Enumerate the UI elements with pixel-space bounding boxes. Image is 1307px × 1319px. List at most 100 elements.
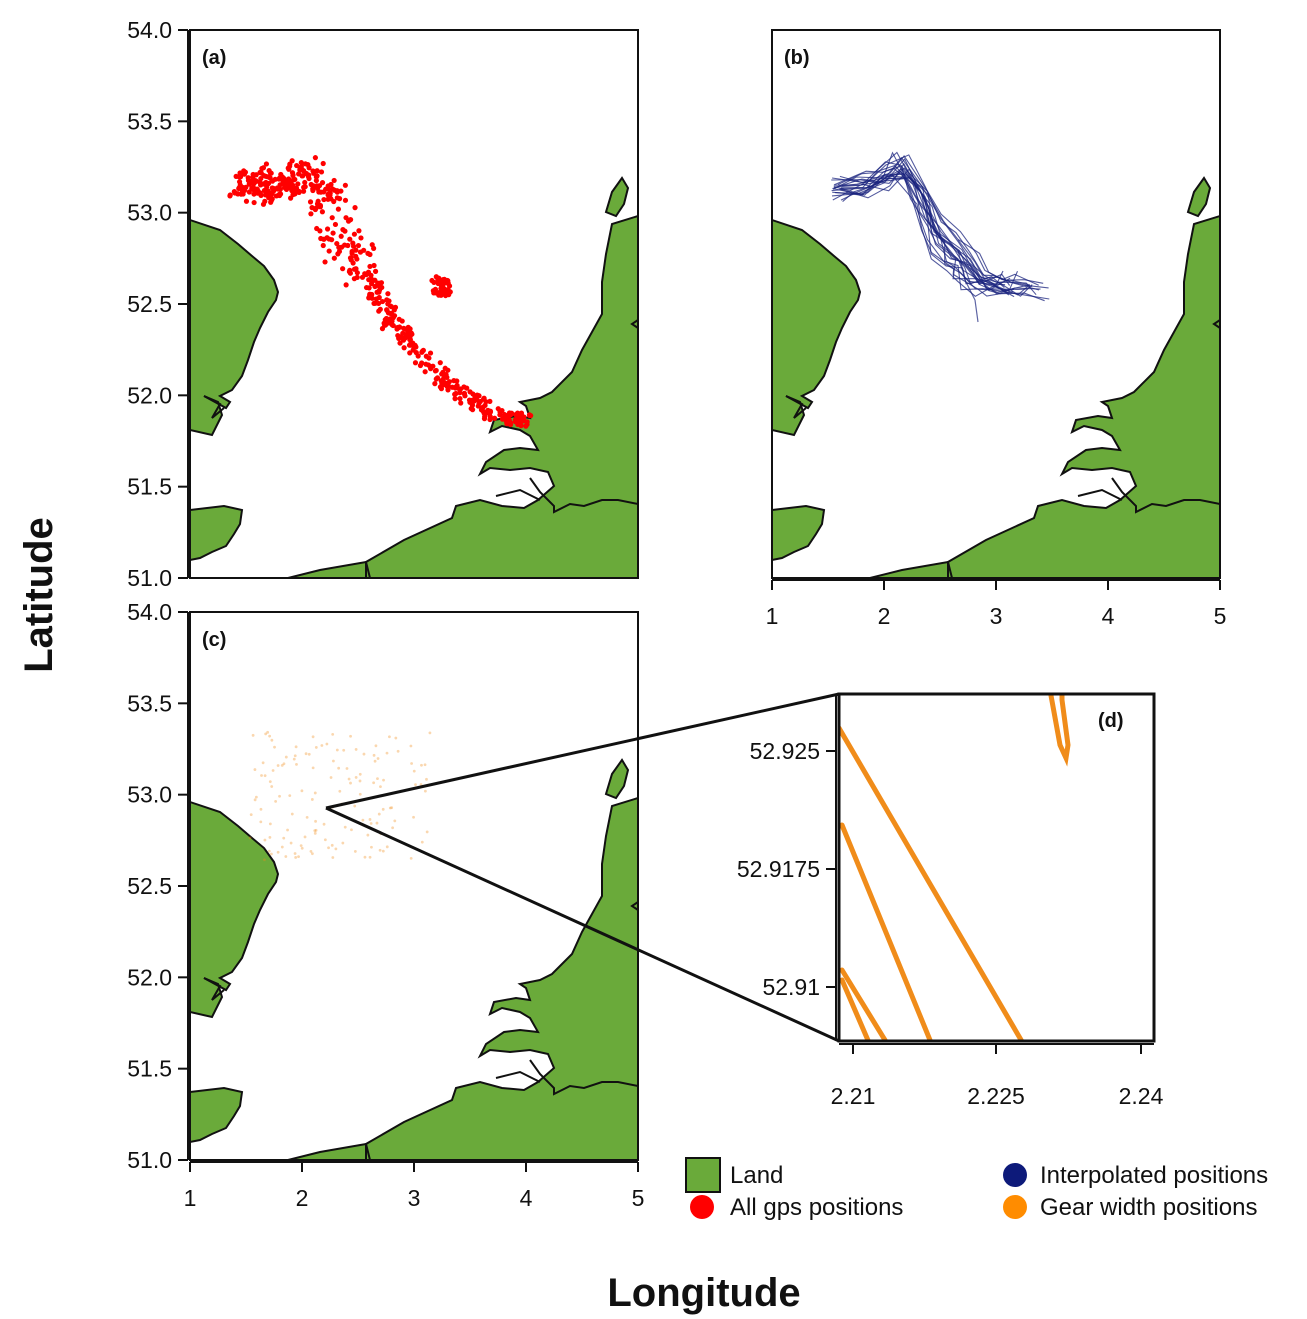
gear-point bbox=[341, 841, 345, 845]
gear-point bbox=[382, 778, 385, 782]
gear-point bbox=[263, 774, 267, 778]
gps-point bbox=[440, 369, 446, 375]
lat-axis-a: 51.0 51.5 52.0 52.5 53.0 53.5 54.0 bbox=[127, 17, 189, 591]
gear-point bbox=[378, 848, 382, 852]
gear-point bbox=[412, 815, 415, 819]
gear-point bbox=[311, 735, 315, 739]
gps-point bbox=[318, 235, 324, 242]
gps-point bbox=[437, 360, 443, 366]
gps-point bbox=[363, 272, 369, 278]
gps-point bbox=[505, 417, 511, 423]
legend-interpolated-label: Interpolated positions bbox=[1040, 1162, 1268, 1189]
gps-point bbox=[487, 398, 493, 404]
land-a bbox=[190, 177, 638, 578]
gps-point bbox=[240, 184, 246, 191]
gps-point bbox=[335, 206, 342, 212]
gear-point bbox=[270, 738, 274, 742]
gear-point bbox=[267, 849, 271, 853]
gps-point bbox=[336, 196, 343, 202]
interpolated-line bbox=[832, 173, 1044, 284]
gps-point bbox=[342, 228, 348, 234]
panel-c-label: (c) bbox=[202, 629, 226, 651]
gps-point bbox=[452, 391, 458, 397]
interpolated-line bbox=[841, 151, 1006, 286]
gps-point bbox=[432, 368, 439, 374]
gear-point bbox=[370, 845, 373, 849]
gps-point bbox=[358, 235, 364, 241]
gear-point bbox=[292, 757, 296, 761]
gps-point bbox=[330, 230, 336, 236]
gear-point bbox=[385, 845, 389, 849]
lon-tick-label: 1 bbox=[766, 603, 779, 629]
gear-point bbox=[349, 781, 352, 785]
gps-point bbox=[412, 360, 419, 366]
gps-point bbox=[374, 289, 380, 295]
gps-point bbox=[307, 199, 314, 205]
gear-width-track bbox=[248, 730, 432, 862]
gps-point bbox=[301, 184, 307, 190]
gps-point bbox=[507, 421, 514, 428]
gps-point bbox=[295, 181, 301, 187]
gps-point bbox=[466, 397, 473, 403]
gear-point bbox=[259, 807, 263, 811]
gear-point bbox=[313, 791, 317, 795]
gps-point bbox=[457, 390, 463, 396]
gps-point bbox=[407, 342, 414, 348]
gear-point bbox=[284, 855, 288, 858]
gear-point bbox=[388, 735, 391, 739]
panel-a: (a) 51.0 51.5 52.0 52.5 53.0 53.5 54.0 bbox=[127, 17, 639, 591]
gps-point bbox=[373, 296, 380, 302]
gear-point bbox=[373, 759, 377, 763]
gps-point bbox=[279, 174, 286, 180]
gear-point bbox=[379, 785, 382, 789]
gps-point bbox=[299, 173, 305, 179]
gps-point bbox=[331, 177, 337, 184]
gear-point bbox=[345, 767, 349, 770]
lat-tick-label: 53.0 bbox=[127, 200, 172, 226]
gear-point bbox=[393, 819, 397, 823]
gps-point bbox=[306, 175, 312, 182]
gps-point bbox=[274, 185, 280, 191]
gps-point bbox=[402, 335, 408, 341]
gps-point bbox=[318, 169, 325, 175]
gear-point bbox=[388, 806, 392, 810]
gps-point bbox=[434, 375, 441, 381]
gps-point bbox=[261, 187, 268, 194]
gps-point bbox=[454, 378, 460, 384]
gear-point bbox=[274, 799, 278, 803]
gear-point bbox=[270, 852, 273, 856]
lat-tick-label: 52.5 bbox=[127, 291, 172, 317]
gps-point bbox=[396, 335, 403, 341]
inset-lon-tick-label: 2.24 bbox=[1119, 1083, 1164, 1109]
gps-point bbox=[268, 197, 274, 204]
lon-axis-c: 1 2 3 4 5 bbox=[184, 1161, 644, 1211]
gear-point bbox=[293, 754, 297, 758]
gps-point bbox=[446, 379, 453, 385]
gps-point bbox=[387, 303, 393, 309]
gear-point bbox=[303, 835, 307, 839]
gps-point bbox=[251, 199, 257, 206]
gps-point bbox=[422, 369, 428, 375]
gear-point bbox=[309, 849, 313, 853]
gear-point bbox=[294, 745, 298, 749]
gps-point bbox=[436, 275, 442, 281]
gps-point bbox=[321, 196, 327, 203]
gear-point bbox=[428, 731, 432, 735]
gps-point bbox=[410, 347, 416, 353]
gps-point bbox=[457, 395, 463, 402]
lat-tick-label: 53.5 bbox=[127, 108, 172, 134]
panel-a-frame bbox=[189, 29, 639, 579]
gps-track bbox=[227, 155, 534, 429]
lat-tick-label: 53.0 bbox=[127, 782, 172, 808]
gps-point bbox=[385, 291, 391, 297]
gps-point bbox=[376, 300, 382, 307]
lat-tick-label: 51.5 bbox=[127, 474, 172, 500]
gps-point bbox=[371, 300, 377, 306]
gps-point bbox=[236, 179, 243, 185]
gear-point bbox=[343, 825, 347, 829]
gps-point bbox=[319, 180, 326, 186]
gear-point bbox=[311, 766, 315, 770]
gps-point bbox=[519, 416, 525, 422]
lat-tick-label: 52.5 bbox=[127, 873, 172, 899]
gps-point bbox=[407, 337, 413, 343]
